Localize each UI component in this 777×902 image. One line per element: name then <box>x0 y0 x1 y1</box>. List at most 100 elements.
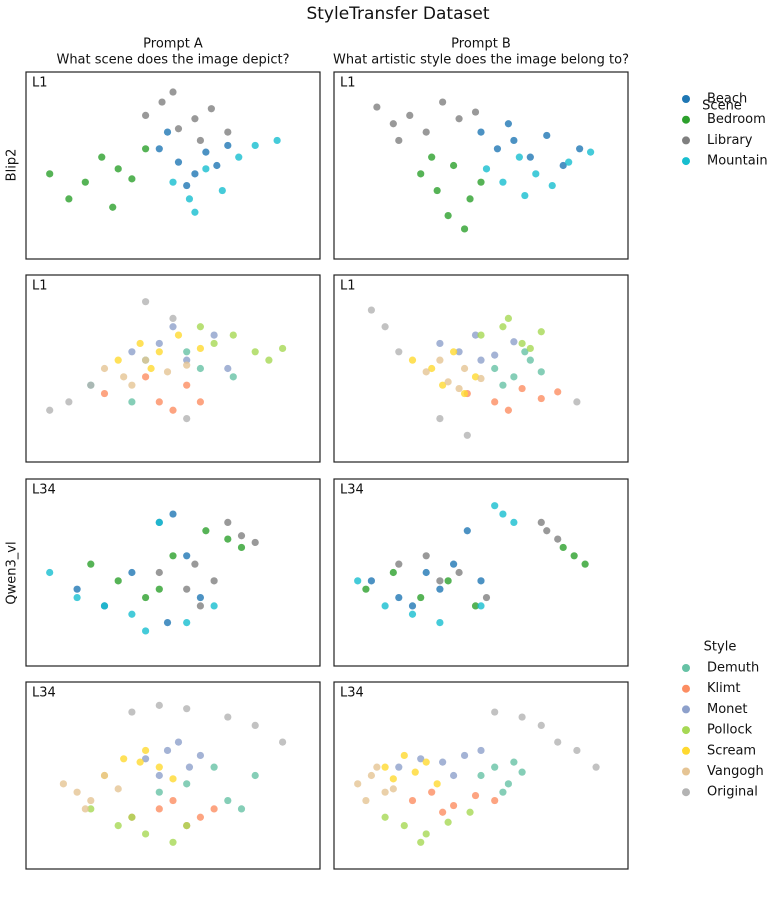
point <box>417 593 425 602</box>
point <box>210 763 218 771</box>
panel-frame <box>333 71 629 260</box>
point <box>224 364 232 373</box>
point <box>213 161 221 170</box>
point <box>191 560 199 568</box>
point <box>183 705 191 713</box>
panel-label: L1 <box>32 279 48 294</box>
point <box>482 593 491 602</box>
point <box>439 381 447 389</box>
point <box>362 796 370 805</box>
point <box>554 535 562 543</box>
row-label: Qwen3_vl <box>5 541 20 604</box>
point <box>169 775 177 783</box>
point <box>422 830 430 838</box>
point <box>408 602 417 610</box>
point <box>229 373 237 381</box>
point <box>163 619 172 627</box>
point <box>169 510 177 518</box>
point <box>565 158 573 166</box>
point <box>191 208 199 216</box>
point <box>251 141 259 150</box>
point <box>202 527 210 535</box>
point <box>279 344 287 353</box>
point <box>128 708 136 716</box>
point <box>155 585 163 593</box>
legend-label: Beach <box>707 92 747 107</box>
point <box>155 348 163 356</box>
point <box>381 813 389 821</box>
legend-marker <box>682 684 690 693</box>
point <box>169 552 177 560</box>
point <box>174 331 183 339</box>
point <box>142 111 150 119</box>
point <box>554 388 562 396</box>
point <box>210 805 218 813</box>
point <box>499 788 507 796</box>
point <box>191 115 199 123</box>
point <box>224 535 232 543</box>
point <box>237 543 246 552</box>
point <box>422 128 430 136</box>
legend-marker <box>682 767 690 776</box>
point <box>202 165 210 173</box>
point <box>142 755 150 763</box>
legend-marker <box>682 705 690 714</box>
panel-frame <box>333 274 629 463</box>
point <box>504 780 512 788</box>
point <box>400 751 408 760</box>
panel-frame <box>333 681 629 870</box>
point <box>237 532 246 540</box>
point <box>428 788 436 796</box>
point <box>142 298 150 306</box>
point <box>163 128 172 136</box>
point <box>120 755 128 763</box>
point <box>229 331 237 339</box>
point <box>491 763 499 771</box>
point <box>537 328 545 336</box>
legend-marker <box>682 157 690 166</box>
panel-frame <box>25 274 321 463</box>
point <box>408 610 417 618</box>
point <box>436 585 444 593</box>
point <box>158 98 166 106</box>
point <box>128 610 136 618</box>
point <box>455 348 463 356</box>
point <box>381 788 389 796</box>
point <box>183 822 191 830</box>
point <box>114 785 122 793</box>
point <box>100 771 109 780</box>
point <box>436 619 444 627</box>
point <box>554 738 562 746</box>
point <box>235 153 243 161</box>
row-label: Blip2 <box>5 149 20 182</box>
legend-label: Klimt <box>707 681 741 696</box>
panel-label: L1 <box>340 76 356 91</box>
point <box>142 593 150 602</box>
point <box>128 813 136 821</box>
point <box>444 577 452 585</box>
point <box>169 323 177 331</box>
point <box>46 170 54 178</box>
point <box>439 808 447 816</box>
legend-marker <box>682 136 690 145</box>
point <box>128 381 136 389</box>
point <box>518 768 526 776</box>
point <box>477 356 485 364</box>
point <box>537 721 545 730</box>
point <box>477 331 485 339</box>
point <box>491 708 499 716</box>
point <box>354 577 362 585</box>
point <box>537 368 545 376</box>
point <box>381 602 389 610</box>
point <box>395 763 403 771</box>
point <box>87 560 95 568</box>
point <box>444 212 452 220</box>
point <box>155 398 163 406</box>
point <box>147 364 155 373</box>
point <box>471 331 480 339</box>
point <box>455 115 463 123</box>
point <box>155 788 163 796</box>
column-subtitle: What scene does the image depict? <box>56 53 289 68</box>
point <box>433 186 441 195</box>
